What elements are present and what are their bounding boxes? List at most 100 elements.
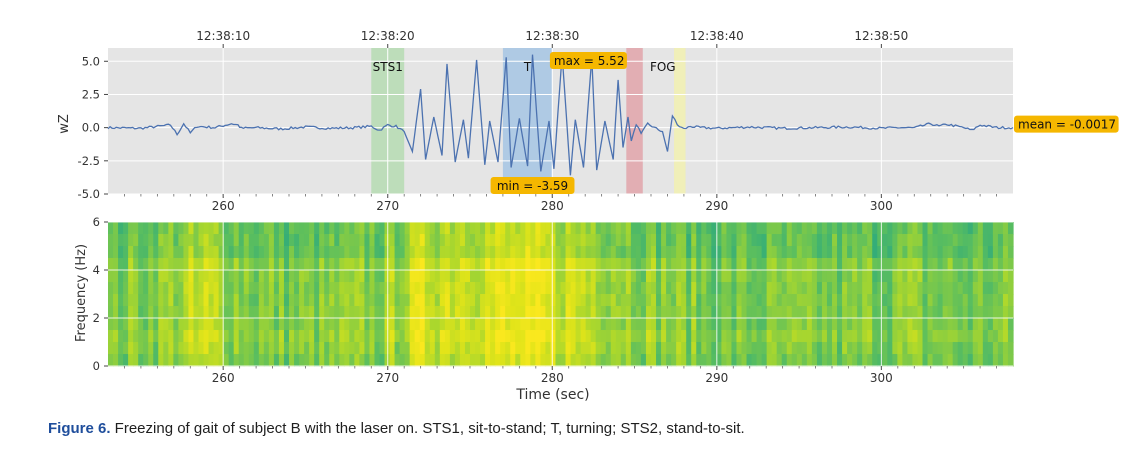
heatmap-cell <box>223 270 230 283</box>
heatmap-cell <box>439 306 446 319</box>
heatmap-cell <box>233 354 240 367</box>
heatmap-cell <box>741 318 748 331</box>
heatmap-cell <box>585 222 592 235</box>
heatmap-cell <box>711 354 717 367</box>
heatmap-cell <box>630 306 637 319</box>
heatmap-cell <box>404 306 411 319</box>
heatmap-cell <box>942 318 949 331</box>
heatmap-cell <box>495 354 501 367</box>
heatmap-cell <box>560 282 567 295</box>
heatmap-cell <box>842 246 848 259</box>
heatmap-cell <box>454 354 461 367</box>
heatmap-cell <box>821 246 828 259</box>
heatmap-cell <box>877 246 883 259</box>
heatmap-cell <box>354 258 360 271</box>
heatmap-cell <box>967 246 974 259</box>
heatmap-cell <box>832 330 838 343</box>
heatmap-cell <box>324 354 330 367</box>
heatmap-cell <box>525 282 531 295</box>
heatmap-cell <box>972 234 979 247</box>
heatmap-cell <box>706 294 712 307</box>
heatmap-cell <box>867 354 873 367</box>
heatmap-cell <box>439 270 446 283</box>
max-annotation-box <box>549 52 627 69</box>
heatmap-cell <box>273 354 280 367</box>
heatmap-cell <box>821 282 828 295</box>
heatmap-cell <box>550 318 557 331</box>
heatmap-cell <box>736 270 743 283</box>
heatmap-cell <box>243 342 250 355</box>
heatmap-cell <box>635 306 642 319</box>
heatmap-cell <box>334 342 340 355</box>
heatmap-cell <box>645 330 652 343</box>
heatmap-cell <box>666 270 672 283</box>
heatmap-cell <box>872 330 878 343</box>
heatmap-cell <box>826 294 833 307</box>
heatmap-cell <box>686 306 692 319</box>
heatmap-cell <box>671 258 677 271</box>
heatmap-cell <box>550 342 557 355</box>
heatmap-cell <box>791 222 798 235</box>
heatmap-cell <box>304 270 310 283</box>
heatmap-cell <box>605 342 612 355</box>
heatmap-cell <box>736 246 743 259</box>
heatmap-cell <box>148 354 154 367</box>
region-label-t: T <box>523 60 532 74</box>
heatmap-cell <box>892 222 898 235</box>
heatmap-cell <box>243 306 250 319</box>
heatmap-cell <box>409 234 416 247</box>
heatmap-cell <box>741 306 748 319</box>
heatmap-cell <box>842 306 848 319</box>
heatmap-cell <box>485 306 491 319</box>
heatmap-cell <box>243 246 250 259</box>
heatmap-cell <box>842 342 848 355</box>
heatmap-cell <box>1007 282 1014 295</box>
heatmap-cell <box>701 222 707 235</box>
heatmap-cell <box>475 330 481 343</box>
heatmap-cell <box>148 306 154 319</box>
heatmap-cell <box>248 282 255 295</box>
heatmap-cell <box>334 270 340 283</box>
heatmap-cell <box>178 354 185 367</box>
heatmap-cell <box>1002 330 1009 343</box>
heatmap-cell <box>927 234 934 247</box>
heatmap-cell <box>842 270 848 283</box>
heatmap-cell <box>967 330 974 343</box>
heatmap-cell <box>500 258 506 271</box>
heatmap-cell <box>148 258 154 271</box>
heatmap-cell <box>761 270 768 283</box>
heatmap-cell <box>108 282 114 295</box>
heatmap-cell <box>565 306 572 319</box>
heatmap-cell <box>661 234 667 247</box>
heatmap-cell <box>977 318 984 331</box>
heatmap-cell <box>545 354 552 367</box>
heatmap-cell <box>253 270 260 283</box>
heatmap-cell <box>691 354 697 367</box>
heatmap-cell <box>857 318 863 331</box>
heatmap-cell <box>580 318 587 331</box>
heatmap-cell <box>786 354 793 367</box>
heatmap-cell <box>922 342 929 355</box>
heatmap-cell <box>922 282 929 295</box>
heatmap-cell <box>796 318 803 331</box>
heatmap-cell <box>374 330 381 343</box>
heatmap-cell <box>344 318 350 331</box>
heatmap-cell <box>480 306 486 319</box>
heatmap-cell <box>314 258 320 271</box>
heatmap-cell <box>615 342 622 355</box>
heatmap-cell <box>721 258 728 271</box>
heatmap-cell <box>832 270 838 283</box>
heatmap-cell <box>289 342 295 355</box>
heatmap-cell <box>877 318 883 331</box>
heatmap-cell <box>329 342 335 355</box>
heatmap-cell <box>414 234 421 247</box>
heatmap-cell <box>243 294 250 307</box>
heatmap-cell <box>118 330 124 343</box>
heatmap-cell <box>500 306 506 319</box>
heatmap-cell <box>640 282 647 295</box>
heatmap-cell <box>319 246 325 259</box>
heatmap-cell <box>912 234 919 247</box>
heatmap-cell <box>907 246 914 259</box>
heatmap-cell <box>776 306 783 319</box>
heatmap-cell <box>444 342 451 355</box>
